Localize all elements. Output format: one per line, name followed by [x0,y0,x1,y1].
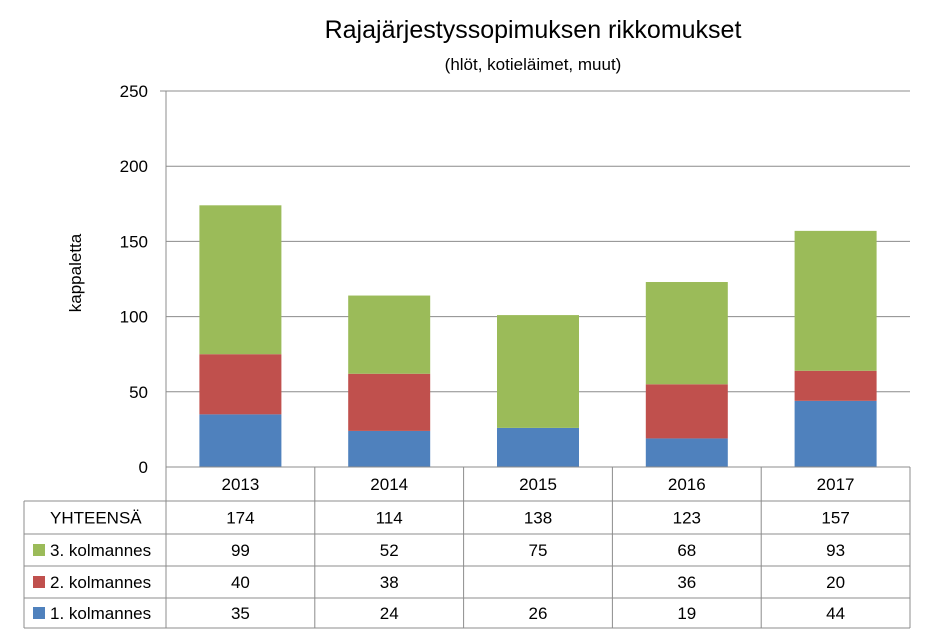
table-cell: 99 [231,541,250,560]
legend-label: 3. kolmannes [50,541,151,560]
bar-segment [199,414,282,467]
y-tick-label: 50 [129,383,148,402]
table-cell: 114 [376,509,403,528]
table-cell: 44 [826,604,845,623]
chart-subtitle: (hlöt, kotieläimet, muut) [444,55,622,74]
bar-segment [794,400,877,467]
x-tick-label: 2014 [370,475,408,494]
bar-segment [348,373,431,431]
table-cell: 38 [380,573,399,592]
x-tick-label: 2015 [519,475,557,494]
table-cell: 93 [826,541,845,560]
x-tick-label: 2016 [668,475,706,494]
bar-segment [348,430,431,467]
table-cell: 52 [380,541,399,560]
bar-segment [348,295,431,374]
y-tick-label: 0 [139,458,148,477]
bar-segment [199,354,282,415]
y-tick-label: 100 [120,308,148,327]
y-tick-label: 200 [120,157,148,176]
table-cell: 68 [677,541,696,560]
table-cell: 157 [821,509,849,528]
table-cell: 123 [673,509,701,528]
bar-segment [794,370,877,401]
x-tick-label: 2017 [817,475,855,494]
legend-key [33,544,45,556]
legend-key [33,576,45,588]
table-cell: 20 [826,573,845,592]
table-row-label-totals: YHTEENSÄ [50,509,142,528]
x-tick-label: 2013 [221,475,259,494]
table-cell: 174 [226,509,254,528]
table-cell: 26 [529,604,548,623]
chart-title: Rajajärjestyssopimuksen rikkomukset [324,16,742,44]
table-cell: 24 [380,604,399,623]
table-cell: 138 [524,509,552,528]
bar-segment [645,282,728,385]
bar-segment [794,230,877,371]
table-cell: 19 [677,604,696,623]
y-tick-label: 150 [120,232,148,251]
table-cell: 36 [677,573,696,592]
legend-label: 2. kolmannes [50,573,151,592]
bar-segment [199,205,282,355]
table-cell: 75 [529,541,548,560]
bar-segment [497,427,579,467]
table-cell: 35 [231,604,250,623]
table-cell: 40 [231,573,250,592]
y-tick-label: 250 [120,82,148,101]
bar-segment [645,384,728,439]
bar-segment [497,315,579,428]
legend-label: 1. kolmannes [50,604,151,623]
bar-segment [645,438,728,467]
legend-key [33,607,45,619]
